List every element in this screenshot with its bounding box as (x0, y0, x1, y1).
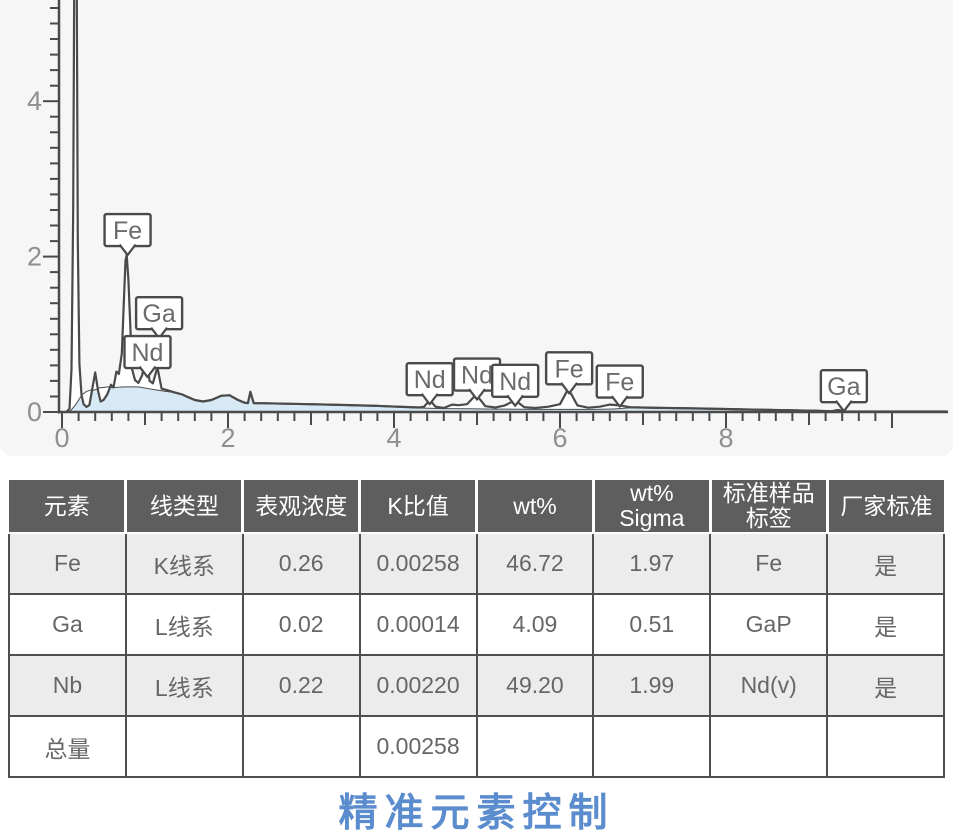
peaks-fill (66, 0, 948, 412)
peak-label-pointer (420, 393, 439, 406)
table-cell: Nb (8, 654, 127, 717)
table-cell: 49.20 (475, 654, 595, 717)
table-cell: K线系 (124, 532, 244, 595)
table-cell: Fe (709, 532, 829, 595)
peak-label-pointer (138, 365, 157, 379)
header-cell: 线类型 (125, 480, 245, 534)
page-title: 精准元素控制 (338, 790, 615, 836)
table-cell: 46.72 (475, 532, 595, 595)
peak-label-text: Fe (555, 355, 584, 383)
peak-label-text: Nd (132, 339, 164, 367)
table-cell (826, 715, 945, 778)
x-tick-label: 8 (718, 423, 733, 453)
header-cell: wt% Sigma (593, 480, 712, 534)
table-cell: 总量 (8, 715, 127, 778)
peak-label-text: Fe (605, 369, 634, 397)
table-cell (124, 715, 244, 778)
peak-label-text: Ga (142, 300, 175, 328)
table-cell: 0.02 (241, 593, 361, 656)
header-row: 元素 线类型 表观浓度 K比值 wt% wt% Sigma 标准样品 标签 厂家标准 (9, 480, 944, 534)
peak-label-text: Nd (414, 366, 446, 394)
table-cell: Fe (8, 532, 127, 595)
table-cell (475, 715, 595, 778)
table-row: Ga L线系 0.02 0.00014 4.09 0.51 GaP 是 (8, 593, 945, 656)
table-cell: 1.97 (592, 532, 712, 595)
table-cell: L线系 (124, 654, 244, 717)
peak-label-text: Nd (499, 368, 531, 396)
table-cell (241, 715, 361, 778)
table-cell: 0.00220 (358, 654, 478, 717)
quant-table-body: Fe K线系 0.26 0.00258 46.72 1.97 Fe 是 Ga L线系 0.02 0.0… (8, 532, 945, 778)
peak-label-text: Ga (827, 373, 860, 401)
header-cell: 元素 (9, 480, 128, 534)
table-cell: Nd(v) (709, 654, 829, 717)
x-tick-label: 2 (220, 423, 235, 453)
peak-label-pointer (834, 400, 853, 413)
y-tick-label: 4 (27, 86, 42, 116)
table-cell: 0.26 (241, 532, 361, 595)
table-cell: 0.00014 (358, 593, 478, 656)
quant-table-head: 元素 线类型 表观浓度 K比值 wt% wt% Sigma 标准样品 标签 厂家标准 (9, 480, 944, 534)
peak-label-pointer (506, 394, 525, 407)
table-cell: 1.99 (592, 654, 712, 717)
peak-label-pointer (610, 395, 629, 408)
table-cell (592, 715, 712, 778)
x-tick-label: 6 (552, 423, 567, 453)
table-cell: 0.00258 (358, 715, 478, 778)
table-cell: 是 (826, 532, 945, 595)
header-cell: 厂家标准 (827, 480, 944, 534)
peak-label-pointer (468, 388, 486, 401)
spectrum-line (65, 0, 948, 413)
background-area (66, 386, 948, 412)
header-cell: 表观浓度 (242, 480, 362, 534)
spectrum-chart-panel: 0 2 4 6 8 0 2 4 Fe Ga Nd Nd Nd Nd Fe Fe Ga (26, 0, 948, 453)
peak-label-text: Nd (461, 362, 493, 390)
header-cell: K比值 (359, 480, 478, 534)
header-cell: wt% (476, 480, 595, 534)
table-cell: 0.00258 (358, 532, 478, 595)
header-cell: 标准样品 标签 (710, 480, 829, 534)
table-cell: GaP (709, 593, 829, 656)
y-tick-label: 0 (27, 397, 42, 427)
table-cell: 4.09 (475, 593, 595, 656)
x-tick-label: 4 (386, 423, 401, 453)
table-row: Fe K线系 0.26 0.00258 46.72 1.97 Fe 是 (8, 532, 945, 595)
quant-table: 元素 线类型 表观浓度 K比值 wt% wt% Sigma 标准样品 标签 厂家标准 Fe K线… (8, 480, 945, 778)
peak-label-pointer (118, 243, 137, 257)
peak-label-pointer (560, 382, 579, 395)
table-cell: 0.22 (241, 654, 361, 717)
table-cell: 是 (826, 654, 945, 717)
table-cell: 0.51 (592, 593, 712, 656)
table-cell: 是 (826, 593, 945, 656)
y-tick-label: 2 (27, 242, 42, 272)
x-tick-label: 0 (54, 423, 69, 453)
table-cell: Ga (8, 593, 127, 656)
peak-label-text: Fe (113, 217, 142, 245)
table-cell: L线系 (124, 593, 244, 656)
table-row: 总量 0.00258 (8, 715, 945, 778)
table-cell (709, 715, 829, 778)
table-row: Nb L线系 0.22 0.00220 49.20 1.99 Nd(v) 是 (8, 654, 945, 717)
